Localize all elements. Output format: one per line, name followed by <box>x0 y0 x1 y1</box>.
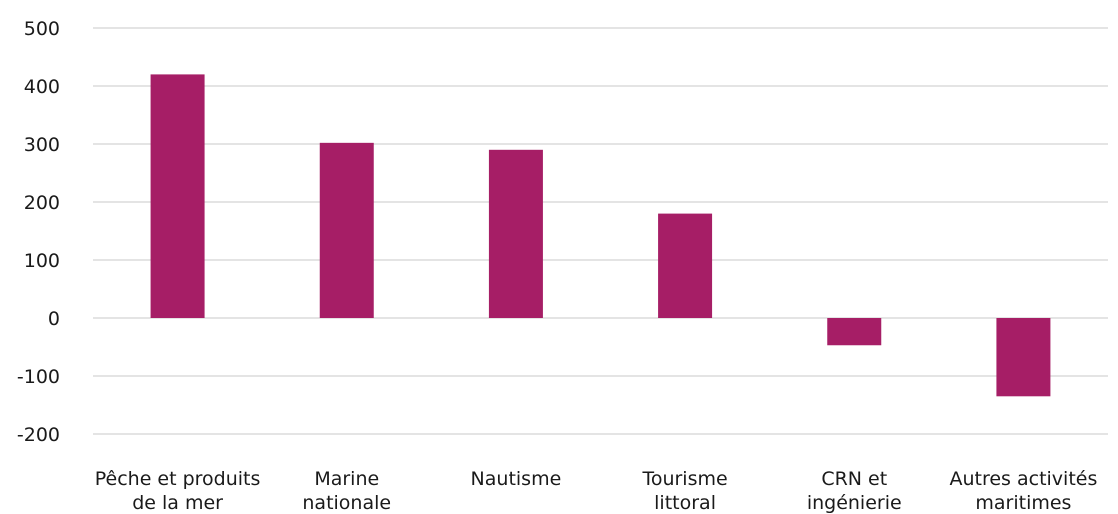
y-axis-tick-labels: 500 400 300 200 100 0 -100 -200 <box>17 18 60 446</box>
y-tick-label: 500 <box>24 18 60 40</box>
x-category-label: Tourisme littoral <box>641 468 727 514</box>
x-category-label: Nautisme <box>471 468 562 490</box>
y-tick-label: 200 <box>24 192 60 214</box>
x-category-label-line: nationale <box>302 492 391 514</box>
x-category-label-line: Marine <box>314 468 379 490</box>
y-tick-label: -100 <box>17 366 60 388</box>
bar <box>150 74 205 319</box>
x-category-label-line: Autres activités <box>949 468 1097 490</box>
y-tick-label: 100 <box>24 250 60 272</box>
x-category-label-line: ingénierie <box>807 492 902 514</box>
x-category-label-line: littoral <box>654 492 716 514</box>
y-tick-label: 0 <box>48 308 60 330</box>
bar <box>488 149 543 318</box>
y-tick-label: 300 <box>24 134 60 156</box>
bars <box>150 74 1051 397</box>
x-category-label: Pêche et produits de la mer <box>95 468 261 514</box>
x-category-label-line: maritimes <box>975 492 1071 514</box>
x-category-label-line: de la mer <box>132 492 223 514</box>
x-category-label-line: CRN et <box>821 468 887 490</box>
bar <box>996 318 1051 397</box>
x-category-label: Marine nationale <box>302 468 391 514</box>
x-axis-category-labels: Pêche et produits de la mer Marine national… <box>95 468 1098 514</box>
x-category-label: Autres activités maritimes <box>949 468 1097 514</box>
bar <box>827 318 882 346</box>
bar <box>658 213 713 318</box>
y-tick-label: -200 <box>17 424 60 446</box>
bar <box>319 142 374 318</box>
gridlines <box>93 27 1108 435</box>
x-category-label: CRN et ingénierie <box>807 468 902 514</box>
x-category-label-line: Tourisme <box>641 468 727 490</box>
x-category-label-line: Pêche et produits <box>95 468 261 490</box>
y-tick-label: 400 <box>24 76 60 98</box>
x-category-label-line: Nautisme <box>471 468 562 490</box>
